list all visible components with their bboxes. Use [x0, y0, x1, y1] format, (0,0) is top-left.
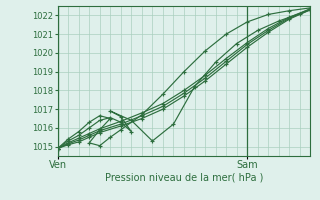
X-axis label: Pression niveau de la mer( hPa ): Pression niveau de la mer( hPa ): [105, 173, 263, 183]
